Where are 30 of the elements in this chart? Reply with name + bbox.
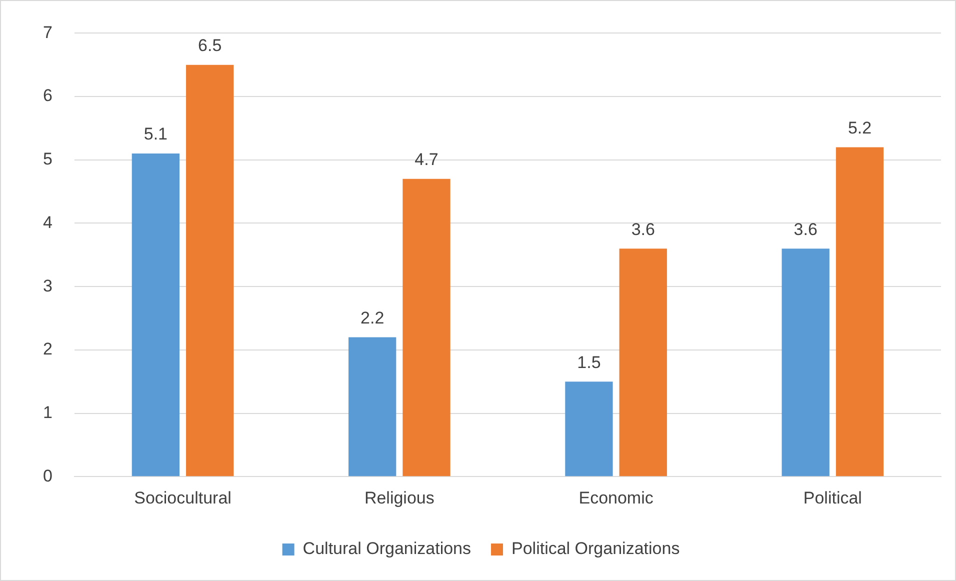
data-label: 5.2 <box>848 118 872 138</box>
x-tick-label: Economic <box>578 488 654 508</box>
y-tick-label: 2 <box>42 340 52 359</box>
bar <box>836 147 884 476</box>
y-tick-label: 1 <box>42 402 52 422</box>
legend-label: Political Organizations <box>512 539 680 558</box>
y-tick-label: 7 <box>42 22 52 42</box>
y-tick-label: 3 <box>42 276 52 296</box>
bar <box>402 178 450 476</box>
bar <box>782 248 830 476</box>
bar <box>565 382 613 476</box>
bar <box>619 248 667 476</box>
bar <box>132 154 180 476</box>
data-label: 4.7 <box>414 150 438 170</box>
bar <box>186 64 234 476</box>
x-tick-label: Religious <box>364 488 434 508</box>
y-tick-label: 4 <box>42 212 52 232</box>
data-label: 3.6 <box>794 220 818 239</box>
data-label: 1.5 <box>577 352 601 372</box>
legend-label: Cultural Organizations <box>302 539 472 558</box>
y-tick-label: 5 <box>42 150 52 169</box>
y-tick-label: 0 <box>42 466 52 486</box>
x-tick-label: Sociocultural <box>134 488 232 508</box>
bar <box>348 337 396 476</box>
data-label: 5.1 <box>144 124 168 144</box>
data-label: 6.5 <box>198 36 222 56</box>
y-tick-label: 6 <box>42 86 52 106</box>
data-label: 3.6 <box>631 220 655 239</box>
x-tick-label: Political <box>803 488 862 508</box>
data-label: 2.2 <box>360 308 384 328</box>
